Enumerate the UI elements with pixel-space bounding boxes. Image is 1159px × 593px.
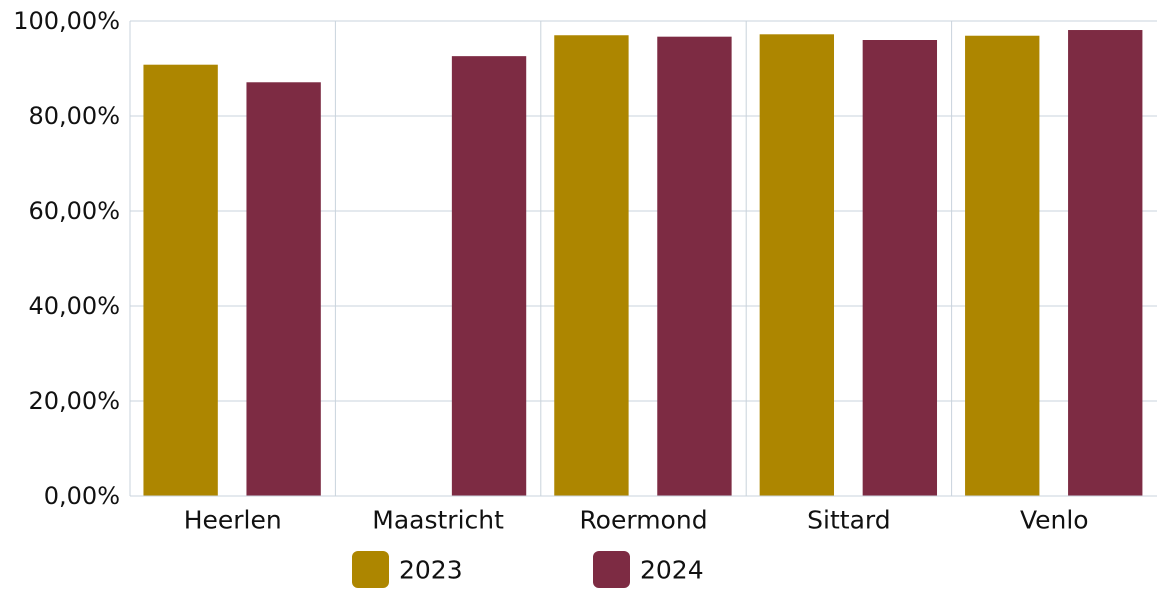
legend-swatch [352,551,389,588]
axes [129,21,1157,497]
y-tick-label: 60,00% [28,197,120,225]
bar-2024-maastricht [451,56,527,497]
y-tick-label: 20,00% [28,387,120,415]
bar-2023-sittard [759,34,835,497]
bar-2023-heerlen [143,64,218,496]
y-tick-label: 80,00% [28,102,120,130]
x-tick-label: Maastricht [372,506,504,535]
legend-swatch [593,551,630,588]
x-tick-label: Venlo [1020,506,1089,535]
bar-2023-roermond [554,35,629,496]
y-tick-label: 100,00% [13,7,120,35]
legend-item-2024: 2024 [593,551,704,588]
bar-2024-venlo [1068,30,1143,497]
x-tick-label: Sittard [807,506,890,535]
bar-2024-roermond [657,36,732,497]
y-tick-label: 40,00% [28,292,120,320]
y-tick-label: 0,00% [44,482,120,510]
x-tick-label: Heerlen [184,506,282,535]
legend-label: 2024 [640,556,704,585]
y-tick-labels: 0,00% 20,00% 40,00% 60,00% 80,00% 100,00% [13,7,120,510]
bar-2024-sittard [862,40,938,496]
bar-2023-venlo [965,35,1040,496]
legend: 2023 2024 [352,551,704,588]
bar-2024-heerlen [246,82,321,497]
bars [143,30,1143,497]
x-tick-labels: Heerlen Maastricht Roermond Sittard Venlo [184,506,1089,535]
legend-item-2023: 2023 [352,551,463,588]
x-tick-label: Roermond [579,506,707,535]
legend-label: 2023 [399,556,463,585]
